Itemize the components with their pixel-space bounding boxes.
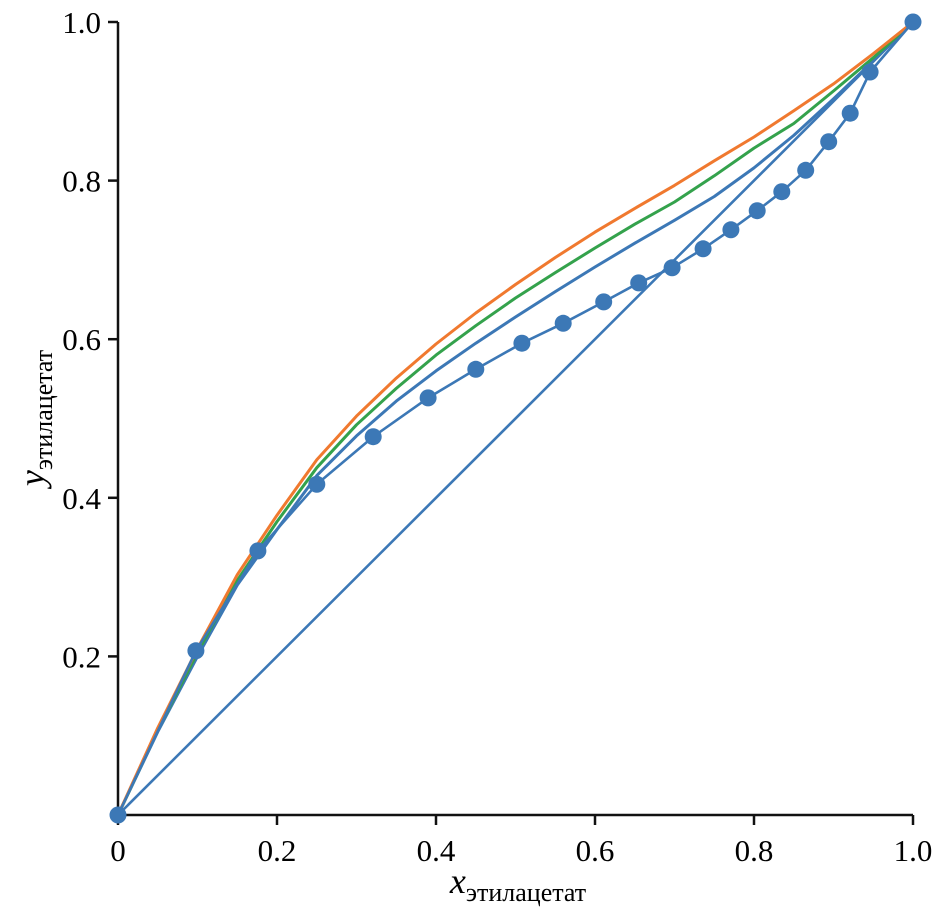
y-axis-subscript: этилацетат: [29, 350, 58, 470]
data-point-marker: [595, 293, 613, 311]
data-point-marker: [861, 63, 879, 81]
x-tick-label: 0.4: [417, 833, 456, 868]
series-line: [116, 20, 915, 817]
data-point-marker: [419, 389, 437, 407]
data-point-marker: [630, 274, 648, 292]
data-point-marker: [663, 259, 681, 277]
x-tick-label: 0.2: [258, 833, 297, 868]
data-point-marker: [467, 360, 485, 378]
axes: 0 0.2 0.4 0.6 0.8 1.0 0.2 0.4 0.6 0.8 1.0: [62, 5, 932, 868]
y-axis-label: yэтилацетат: [12, 350, 58, 489]
data-point-marker: [797, 161, 815, 179]
data-point-marker: [694, 240, 712, 258]
data-point-marker: [841, 104, 859, 122]
data-point-marker: [904, 13, 922, 31]
data-point-marker: [308, 475, 326, 493]
data-point-marker: [722, 221, 740, 239]
y-tick-label: 0.2: [62, 639, 101, 674]
y-tick-label: 0.6: [62, 322, 101, 357]
data-point-marker: [109, 806, 127, 824]
series-line: [116, 20, 915, 817]
data-point-marker: [554, 314, 572, 332]
x-tick-label: 0.6: [576, 833, 615, 868]
data-point-marker: [364, 428, 382, 446]
x-axis-subscript: этилацетат: [466, 878, 586, 907]
data-point-marker: [187, 642, 205, 660]
y-tick-label: 1.0: [62, 5, 101, 40]
data-point-marker: [249, 542, 267, 560]
data-point-marker: [748, 202, 766, 220]
data-point-marker: [820, 133, 838, 151]
y-tick-label: 0.4: [62, 481, 101, 516]
x-tick-label: 0: [110, 833, 126, 868]
series-model-curve-blue: [116, 20, 915, 817]
y-axis-letter: y: [12, 470, 52, 489]
series-diagonal-reference: [116, 20, 915, 817]
plot-series: [109, 13, 922, 824]
data-point-marker: [513, 334, 531, 352]
y-tick-label: 0.8: [62, 164, 101, 199]
data-point-marker: [773, 183, 791, 201]
x-tick-label: 1.0: [894, 833, 933, 868]
x-axis-label: xэтилацетат: [449, 861, 586, 907]
x-tick-label: 0.8: [735, 833, 774, 868]
series-experimental-data: [109, 13, 922, 824]
x-axis-letter: x: [449, 861, 466, 901]
